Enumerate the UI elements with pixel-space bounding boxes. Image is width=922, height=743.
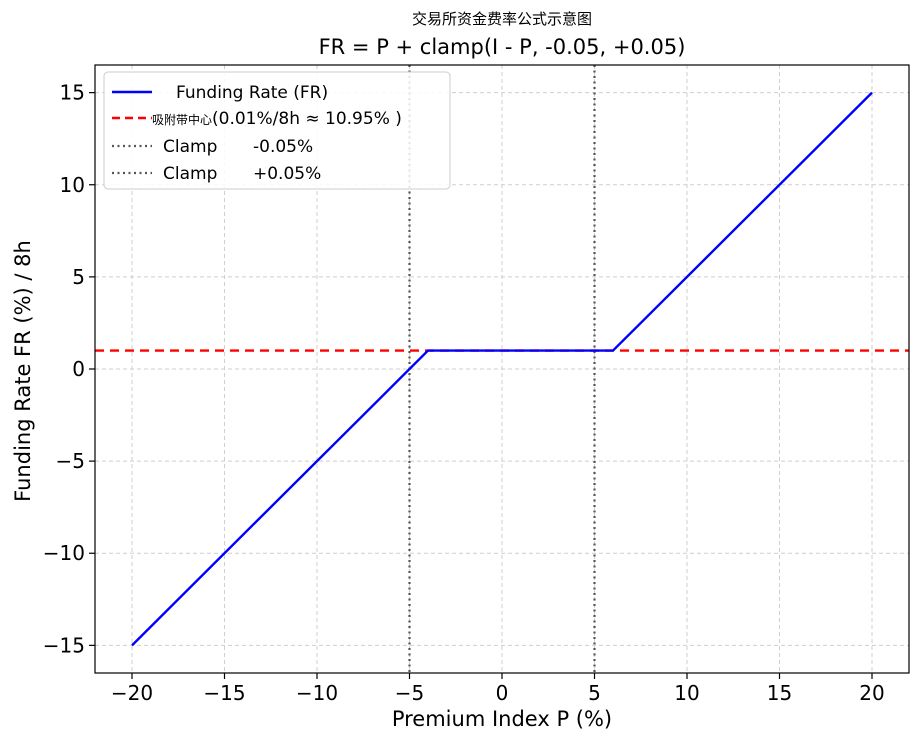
legend: Funding Rate (FR) 吸附带中心(0.01%/8h ≈ 10.95… (103, 71, 451, 190)
x-axis-ticks: −20 −15 −10 −5 0 5 10 15 20 (111, 673, 885, 705)
legend-value-clamp-neg: -0.05% (253, 137, 313, 157)
x-tick-label: 20 (859, 681, 884, 705)
x-tick-label: −15 (203, 681, 245, 705)
y-tick-label: 5 (72, 265, 85, 289)
y-tick-label: −5 (56, 449, 85, 473)
series-lines (131, 91, 873, 647)
x-tick-label: 15 (767, 681, 792, 705)
y-tick-label: 15 (60, 81, 85, 105)
y-tick-label: −10 (43, 541, 85, 565)
legend-value-clamp-pos: +0.05% (253, 164, 321, 184)
chart-suptitle: 交易所资金费率公式示意图 (412, 10, 592, 28)
chart-title: FR = P + clamp(I - P, -0.05, +0.05) (319, 35, 686, 59)
x-tick-label: 10 (674, 681, 699, 705)
y-axis-label: Funding Rate FR (%) / 8h (11, 240, 35, 502)
legend-label-clamp-neg: Clamp (163, 137, 217, 157)
y-tick-label: −15 (43, 633, 85, 657)
funding-rate-line (131, 91, 873, 647)
x-tick-label: 0 (496, 681, 509, 705)
y-tick-label: 10 (60, 173, 85, 197)
legend-label-clamp-pos: Clamp (163, 164, 217, 184)
x-tick-label: −10 (296, 681, 338, 705)
legend-label-center-text: (0.01%/8h ≈ 10.95% ) (212, 109, 402, 129)
x-tick-label: −5 (395, 681, 424, 705)
y-tick-label: 0 (72, 357, 85, 381)
x-tick-label: −20 (111, 681, 153, 705)
legend-box (103, 71, 451, 190)
y-axis-ticks: −15 −10 −5 0 5 10 15 (43, 81, 95, 657)
legend-label-center: 吸附带中心(0.01%/8h ≈ 10.95% ) (152, 109, 402, 129)
legend-label-center-cn: 吸附带中心 (152, 112, 212, 127)
x-tick-label: 5 (588, 681, 601, 705)
x-axis-label: Premium Index P (%) (392, 707, 612, 731)
legend-label-fr: Funding Rate (FR) (176, 83, 328, 103)
